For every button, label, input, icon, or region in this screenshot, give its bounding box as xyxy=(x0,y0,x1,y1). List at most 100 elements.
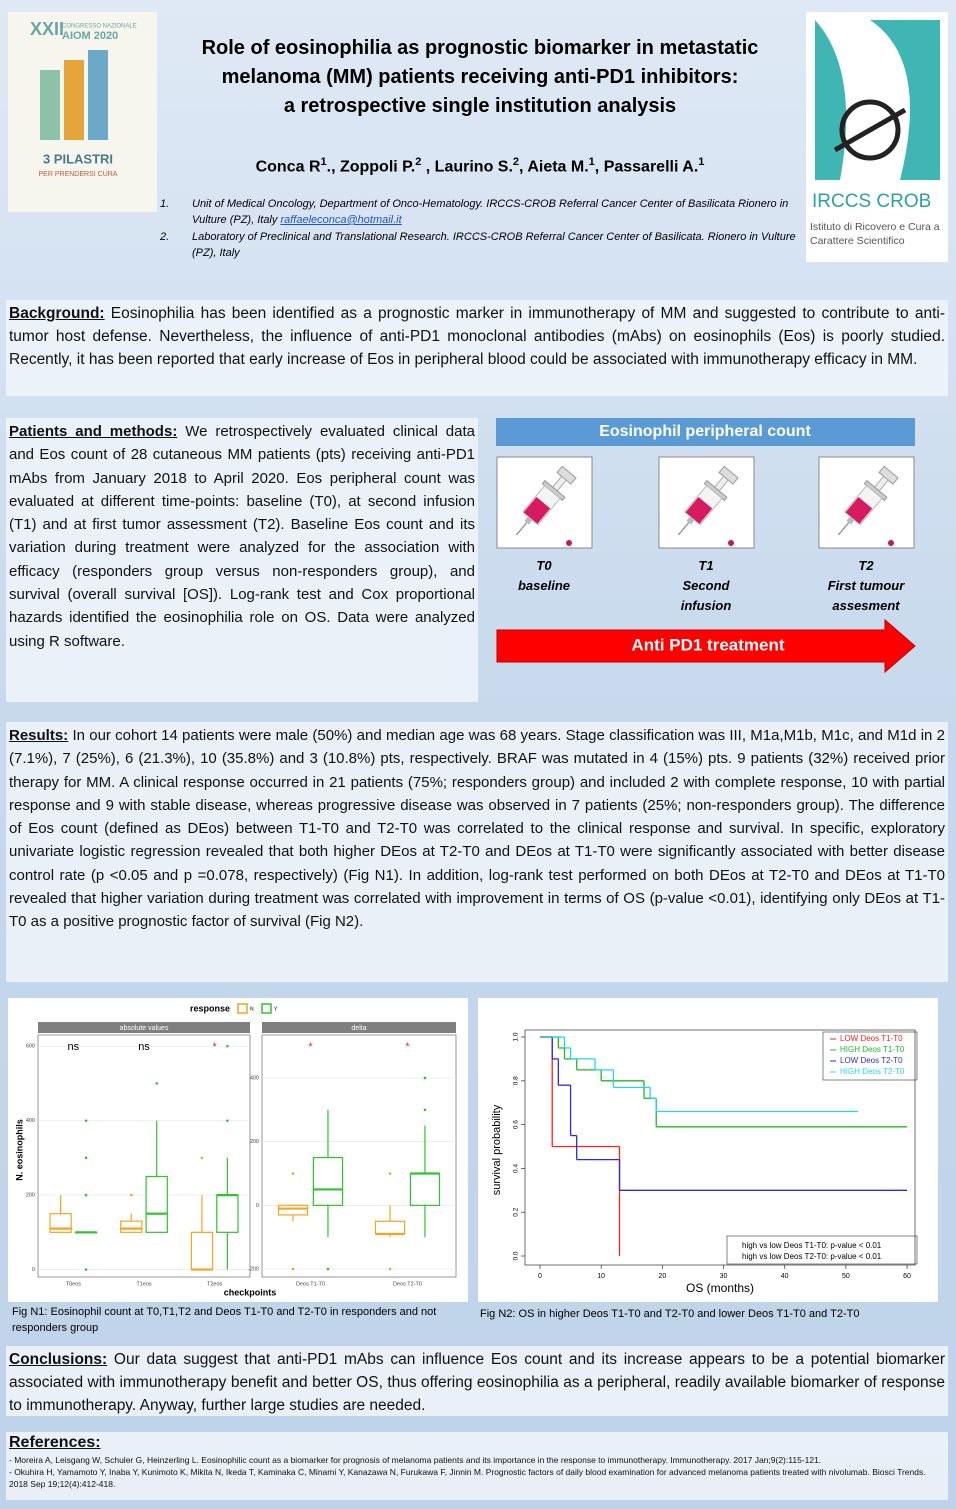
aff-number: 1. xyxy=(160,198,170,210)
references-section: References: - Moreira A, Leisgang W, Sch… xyxy=(6,1432,948,1500)
author-affiliation: 1 xyxy=(320,156,327,168)
email[interactable]: raffaeleconca@hotmail.it xyxy=(280,214,402,226)
logo-pillar xyxy=(88,50,108,140)
outlier xyxy=(388,1172,392,1175)
logo-shape xyxy=(815,20,847,180)
x-tick-label: 40 xyxy=(781,1273,789,1280)
x-tick-label: 20 xyxy=(658,1273,666,1280)
heading: References: xyxy=(9,1434,101,1451)
y-tick-label: 0.0 xyxy=(513,1251,520,1260)
figure2: 0 10 20 30 40 50 60 0.0 0.2 0.4 0.6 0.8 1.0 OS (month… xyxy=(491,1029,918,1295)
logo-shape xyxy=(870,20,940,180)
logo-subtitle: PER PRENDERSI CURA xyxy=(39,171,118,178)
box xyxy=(409,1172,441,1206)
x-tick-label: 50 xyxy=(842,1273,850,1280)
box xyxy=(145,1175,168,1233)
x-tick-label: Deos T1-T0 xyxy=(296,1281,325,1287)
affiliation: 2. Laboratory of Preclinical and Transla… xyxy=(160,229,805,263)
logo-pillar xyxy=(40,70,60,140)
panel-bg xyxy=(261,1034,457,1278)
outlier xyxy=(388,1267,392,1271)
logo-motto: 3 PILASTRI xyxy=(43,151,113,166)
heading: Background: xyxy=(9,305,105,322)
logo-sub: Istituto di Ricovero e Cura a Carattere … xyxy=(810,221,940,247)
logo-congress: CONGRESSO NAZIONALE xyxy=(62,24,137,30)
figure1: response N Y N. eosinophils checkpoints absol… xyxy=(14,1003,457,1297)
y-tick-label: 0 xyxy=(256,1203,259,1209)
panel-strip xyxy=(38,1022,250,1033)
diagram-header xyxy=(496,418,915,446)
y-tick-label: 0.8 xyxy=(513,1076,520,1085)
author: , Laurino S. xyxy=(421,158,513,176)
aff-number: 2. xyxy=(160,231,170,243)
author-affiliation: 1 xyxy=(588,156,595,168)
logo-name: AIOM 2020 xyxy=(62,30,118,42)
author-affiliation: 2 xyxy=(512,156,520,168)
y-tick-label: 1.0 xyxy=(513,1032,520,1041)
x-tick-label: 30 xyxy=(720,1273,728,1280)
timepoint-label: T1 xyxy=(698,558,714,573)
y-tick-label: -200 xyxy=(248,1266,259,1272)
background-section: Background: Eosinophilia has been identi… xyxy=(6,300,948,396)
outlier xyxy=(129,1193,133,1197)
outlier xyxy=(84,1119,88,1122)
plot-frame xyxy=(524,1029,916,1266)
aff-text: Unit of Medical Oncology, Department of … xyxy=(192,198,789,226)
legend-label: N xyxy=(250,1006,254,1012)
y-tick-label: 400 xyxy=(26,1118,35,1124)
author: , Passarelli A. xyxy=(594,158,699,176)
title-line: Role of eosinophilia as prognostic bioma… xyxy=(201,37,759,59)
author: ., Zoppoli P. xyxy=(326,158,416,176)
outlier xyxy=(291,1267,295,1271)
y-tick-label: 400 xyxy=(250,1075,259,1081)
conclusions-section: Conclusions: Our data suggest that anti-… xyxy=(6,1346,948,1416)
annotation: ns xyxy=(68,1041,80,1053)
legend-label: HIGH Deos T1-T0 xyxy=(840,1045,905,1054)
logo-ring xyxy=(839,99,901,161)
outlier xyxy=(84,1156,88,1160)
outlier xyxy=(226,1044,229,1048)
arrow-label: Anti PD1 treatment xyxy=(631,635,784,654)
outlier xyxy=(423,1108,427,1112)
heading: Conclusions: xyxy=(9,1351,108,1368)
legend-box xyxy=(822,1031,918,1081)
heading: Patients and methods: xyxy=(9,423,178,440)
timepoint-label: T2 xyxy=(858,558,874,573)
x-tick-label: 10 xyxy=(597,1273,605,1280)
annotation: * xyxy=(405,1041,410,1053)
author: , Aieta M. xyxy=(519,158,589,176)
annotation: * xyxy=(213,1041,218,1053)
x-tick-label: T2eos xyxy=(207,1281,223,1287)
box xyxy=(190,1231,214,1271)
outlier xyxy=(423,1076,427,1080)
body-text: In our cohort 14 patients were male (50%… xyxy=(9,727,945,931)
logo-text: IRCCS CROB xyxy=(812,191,931,212)
timepoint-desc: Second infusion xyxy=(680,578,732,613)
timepoint-desc: First tumour assesment xyxy=(827,578,905,613)
title-line: a retrospective single institution analy… xyxy=(283,95,677,117)
author-affiliation: 2 xyxy=(415,156,422,168)
x-tick-label: 60 xyxy=(903,1273,911,1280)
annotation: * xyxy=(308,1041,313,1053)
logo-subtitle: Istituto di Ricovero e Cura a Carattere … xyxy=(810,221,940,247)
y-tick-label: 200 xyxy=(250,1139,259,1145)
timepoint: T1 Second infusion xyxy=(651,556,761,616)
heading: Results: xyxy=(9,727,69,744)
panel-bg xyxy=(37,1034,251,1278)
pvalue: high vs low Deos T2-T0: p-value < 0.01 xyxy=(742,1252,882,1261)
legend-label: Y xyxy=(274,1006,278,1012)
author: Conca R xyxy=(255,158,321,176)
legend-title: response xyxy=(190,1003,230,1013)
timepoint-desc: baseline xyxy=(517,578,571,593)
legend-swatch xyxy=(261,1003,272,1014)
timepoint-label: T0 xyxy=(536,558,552,573)
y-axis-label: survival probability xyxy=(491,1104,503,1195)
box xyxy=(374,1220,406,1235)
y-axis-label: N. eosinophils xyxy=(14,1119,24,1181)
logo-line xyxy=(833,107,907,153)
outlier xyxy=(326,1267,330,1271)
box xyxy=(216,1194,239,1233)
legend-swatch xyxy=(237,1003,248,1014)
box xyxy=(312,1156,344,1206)
